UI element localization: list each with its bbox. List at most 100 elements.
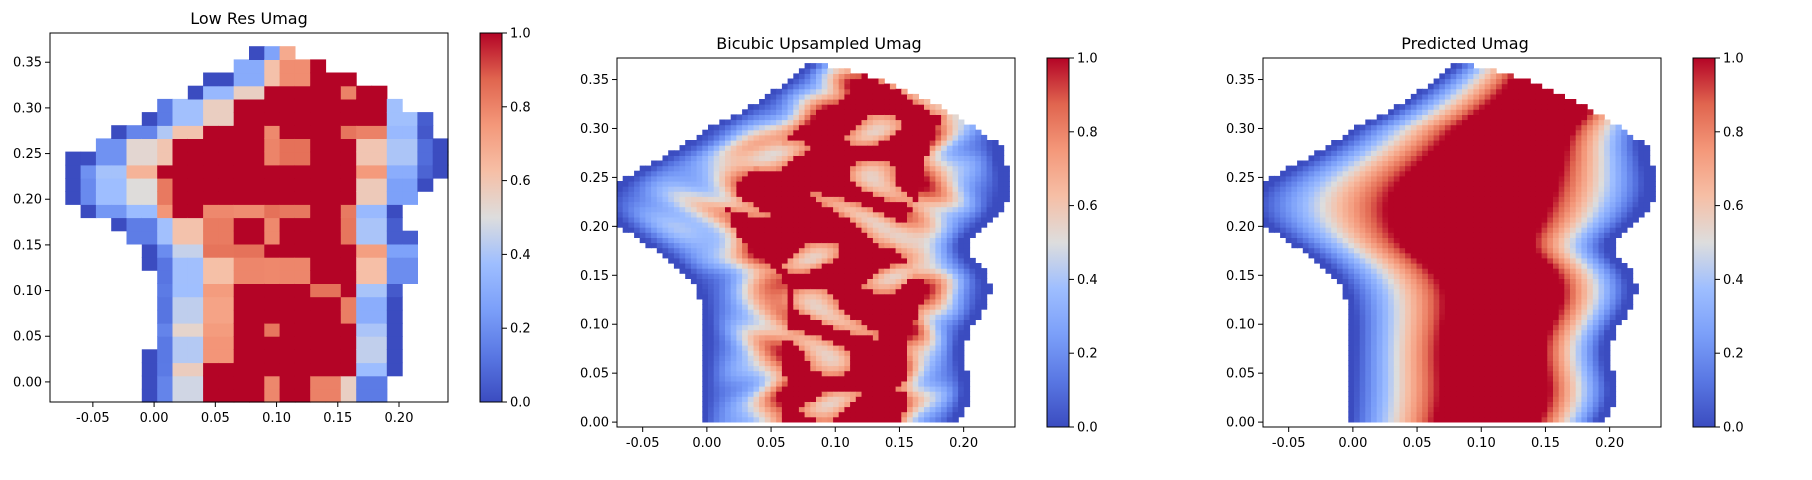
heatmap-cell (203, 178, 219, 192)
heatmap-cell (827, 73, 834, 80)
heatmap-cell (1382, 237, 1389, 244)
heatmap-cell (1325, 175, 1332, 182)
heatmap-cell (975, 175, 982, 182)
heatmap-cell (889, 160, 897, 167)
heatmap-cell (889, 360, 897, 367)
heatmap-cell (901, 406, 908, 413)
heatmap-cell (310, 230, 327, 245)
heatmap-cell (1365, 186, 1372, 192)
heatmap-cell (793, 119, 800, 126)
heatmap-cell (816, 63, 823, 69)
heatmap-cell (952, 119, 959, 126)
heatmap-cell (946, 360, 954, 367)
heatmap-cell (827, 191, 834, 197)
heatmap-cell (816, 339, 823, 346)
heatmap-cell (730, 391, 737, 397)
heatmap-cell (1410, 375, 1418, 382)
heatmap-cell (157, 349, 174, 364)
heatmap-cell (1365, 196, 1372, 203)
heatmap-cell (997, 160, 1005, 167)
heatmap-cell (747, 304, 755, 310)
heatmap-cell (1393, 273, 1401, 279)
heatmap-cell (340, 72, 357, 87)
heatmap-cell (1371, 314, 1378, 320)
heatmap-cell (702, 416, 709, 423)
heatmap-cell (941, 160, 948, 167)
heatmap-cell (340, 151, 357, 166)
heatmap-cell (233, 230, 250, 245)
heatmap-cell (187, 349, 204, 364)
heatmap-cell (804, 309, 811, 315)
heatmap-cell (867, 319, 874, 326)
heatmap-cell (713, 416, 720, 423)
heatmap-cell (844, 339, 851, 346)
heatmap-cell (1336, 216, 1344, 223)
heatmap-cell (821, 263, 828, 269)
heatmap-cell (371, 243, 388, 258)
heatmap-cell (833, 232, 840, 238)
heatmap-cell (1365, 304, 1372, 310)
heatmap-cell (793, 114, 800, 121)
heatmap-cell (901, 360, 908, 367)
heatmap-cell (816, 324, 823, 331)
heatmap-cell (821, 411, 828, 418)
heatmap-cell (747, 124, 755, 131)
heatmap-cell (759, 99, 766, 105)
heatmap-cell (833, 247, 840, 254)
heatmap-cell (1365, 160, 1372, 167)
heatmap-cell (759, 283, 766, 290)
heatmap-cell (895, 114, 902, 121)
heatmap-cell (833, 93, 840, 100)
heatmap-cell (776, 93, 783, 100)
heatmap-cell (1399, 304, 1406, 310)
heatmap-cell (1354, 175, 1361, 182)
heatmap-cell (821, 181, 828, 187)
heatmap-cell (371, 362, 388, 377)
heatmap-cell (279, 296, 296, 311)
heatmap-cell (804, 150, 811, 156)
heatmap-cell (1410, 329, 1418, 336)
heatmap-cell (816, 242, 823, 249)
heatmap-cell (617, 206, 624, 213)
heatmap-cell (386, 270, 403, 284)
heatmap-cell (713, 242, 720, 249)
heatmap-cell (702, 293, 709, 300)
heatmap-cell (804, 278, 811, 285)
heatmap-cell (855, 155, 863, 162)
heatmap-cell (838, 124, 845, 131)
heatmap-cell (804, 263, 811, 269)
heatmap-cell (233, 270, 250, 284)
heatmap-cell (850, 104, 857, 110)
heatmap-cell (924, 114, 931, 121)
heatmap-cell (742, 165, 749, 172)
heatmap-cell (249, 270, 265, 284)
heatmap-cell (1388, 365, 1395, 372)
heatmap-cell (901, 293, 908, 300)
heatmap-cell (827, 401, 834, 408)
heatmap-cell (884, 350, 891, 356)
heatmap-cell (759, 416, 766, 423)
heatmap-cell (963, 375, 971, 382)
heatmap-cell (233, 138, 250, 153)
heatmap-cell (850, 304, 857, 310)
heatmap-cell (708, 232, 715, 238)
heatmap-cell (901, 134, 908, 141)
heatmap-cell (679, 165, 686, 172)
heatmap-cell (781, 360, 789, 367)
heatmap-cell (992, 140, 999, 146)
heatmap-cell (759, 201, 766, 208)
heatmap-cell (719, 329, 726, 336)
heatmap-cell (878, 242, 885, 249)
heatmap-cell (798, 278, 806, 285)
heatmap-cell (1365, 237, 1372, 244)
heatmap-cell (912, 170, 919, 177)
heatmap-cell (952, 268, 959, 274)
heatmap-cell (1405, 242, 1412, 249)
heatmap-cell (1410, 319, 1418, 326)
heatmap-cell (708, 416, 715, 423)
heatmap-cell (941, 304, 948, 310)
heatmap-cell (946, 114, 954, 121)
heatmap-cell (696, 134, 703, 141)
heatmap-cell (218, 138, 235, 153)
heatmap-cell (725, 293, 732, 300)
